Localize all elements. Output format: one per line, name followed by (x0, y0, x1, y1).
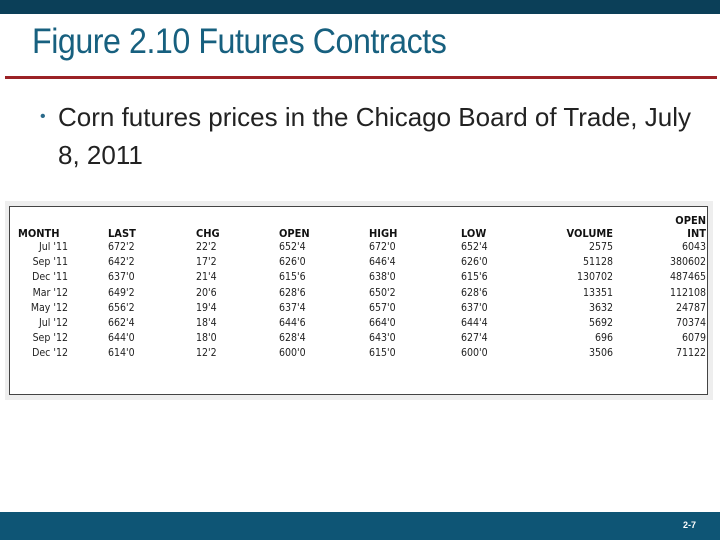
cell-last: 642'2 (108, 256, 135, 269)
cell-low: 615'6 (461, 271, 488, 284)
cell-chg: 18'0 (196, 332, 217, 345)
bullet-text: Corn futures prices in the Chicago Board… (58, 102, 691, 170)
bullet-icon: • (40, 108, 46, 125)
table-row: Sep '12 644'0 18'0 628'4 643'0 627'4 696… (18, 331, 706, 346)
cell-month: Mar '12 (32, 286, 68, 299)
header-last: LAST (108, 227, 136, 240)
table-row: Dec '12 614'0 12'2 600'0 615'0 600'0 350… (18, 346, 706, 361)
cell-chg: 12'2 (196, 347, 217, 360)
header-open-int-line1: OPEN (675, 214, 706, 227)
cell-low: 627'4 (461, 332, 488, 345)
cell-month: Dec '12 (32, 347, 68, 360)
cell-open: 628'6 (279, 286, 306, 299)
cell-high: 650'2 (369, 286, 396, 299)
cell-low: 637'0 (461, 301, 488, 314)
cell-high: 638'0 (369, 271, 396, 284)
cell-volume: 130702 (576, 271, 613, 284)
cell-low: 600'0 (461, 347, 488, 360)
cell-last: 672'2 (108, 241, 135, 254)
figure-box (9, 206, 708, 395)
cell-open: 644'6 (279, 317, 306, 330)
table-row: Sep '11 642'2 17'2 626'0 646'4 626'0 511… (18, 255, 706, 270)
cell-volume: 13351 (582, 286, 613, 299)
bullet-point: • Corn futures prices in the Chicago Boa… (40, 98, 700, 174)
cell-open: 600'0 (279, 347, 306, 360)
cell-open-int: 487465 (669, 271, 706, 284)
cell-last: 644'0 (108, 332, 135, 345)
cell-volume: 51128 (582, 256, 613, 269)
cell-volume: 696 (594, 332, 613, 345)
cell-open-int: 6043 (681, 241, 706, 254)
header-month: MONTH (18, 227, 60, 240)
cell-last: 637'0 (108, 271, 135, 284)
cell-high: 672'0 (369, 241, 396, 254)
cell-volume: 2575 (588, 241, 613, 254)
header-high: HIGH (369, 227, 398, 240)
cell-high: 657'0 (369, 301, 396, 314)
cell-open-int: 6079 (681, 332, 706, 345)
table-row: Jul '11 672'2 22'2 652'4 672'0 652'4 257… (18, 240, 706, 255)
cell-month: Jul '12 (38, 317, 68, 330)
header-volume: VOLUME (566, 227, 613, 240)
cell-month: Jul '11 (38, 241, 68, 254)
cell-chg: 17'2 (196, 256, 217, 269)
cell-chg: 21'4 (196, 271, 217, 284)
cell-last: 656'2 (108, 301, 135, 314)
cell-open: 626'0 (279, 256, 306, 269)
cell-chg: 19'4 (196, 301, 217, 314)
cell-volume: 5692 (588, 317, 613, 330)
cell-open: 637'4 (279, 301, 306, 314)
cell-open-int: 24787 (675, 301, 706, 314)
table-row: May '12 656'2 19'4 637'4 657'0 637'0 363… (18, 301, 706, 316)
table-row: Jul '12 662'4 18'4 644'6 664'0 644'4 569… (18, 316, 706, 331)
cell-high: 615'0 (369, 347, 396, 360)
header-open: OPEN (279, 227, 310, 240)
cell-low: 626'0 (461, 256, 488, 269)
cell-last: 614'0 (108, 347, 135, 360)
cell-low: 644'4 (461, 317, 488, 330)
cell-open-int: 380602 (669, 256, 706, 269)
cell-month: Sep '12 (32, 332, 68, 345)
cell-open-int: 70374 (675, 317, 706, 330)
cell-low: 652'4 (461, 241, 488, 254)
table-row: Mar '12 649'2 20'6 628'6 650'2 628'6 133… (18, 286, 706, 301)
cell-high: 646'4 (369, 256, 396, 269)
slide-title: Figure 2.10 Futures Contracts (32, 22, 447, 61)
table-header-row: MONTH LAST CHG OPEN HIGH LOW VOLUME OPEN… (18, 210, 706, 240)
header-open-int-line2: INT (687, 227, 706, 240)
cell-open: 652'4 (279, 241, 306, 254)
cell-chg: 22'2 (196, 241, 217, 254)
cell-volume: 3506 (588, 347, 613, 360)
cell-last: 649'2 (108, 286, 135, 299)
table-row: Dec '11 637'0 21'4 615'6 638'0 615'6 130… (18, 270, 706, 285)
cell-open-int: 71122 (675, 347, 706, 360)
cell-high: 643'0 (369, 332, 396, 345)
cell-chg: 18'4 (196, 317, 217, 330)
cell-high: 664'0 (369, 317, 396, 330)
cell-volume: 3632 (588, 301, 613, 314)
cell-month: May '12 (30, 301, 68, 314)
top-banner (0, 0, 720, 14)
cell-low: 628'6 (461, 286, 488, 299)
cell-open: 628'4 (279, 332, 306, 345)
header-open-int: OPEN INT (613, 210, 706, 240)
cell-open: 615'6 (279, 271, 306, 284)
cell-month: Dec '11 (32, 271, 68, 284)
header-chg: CHG (196, 227, 220, 240)
title-divider (5, 76, 717, 79)
bottom-banner (0, 512, 720, 540)
futures-price-table: MONTH LAST CHG OPEN HIGH LOW VOLUME OPEN… (18, 210, 706, 362)
cell-month: Sep '11 (32, 256, 68, 269)
header-low: LOW (461, 227, 487, 240)
cell-open-int: 112108 (669, 286, 706, 299)
cell-last: 662'4 (108, 317, 135, 330)
cell-chg: 20'6 (196, 286, 217, 299)
page-number: 2-7 (682, 520, 696, 530)
